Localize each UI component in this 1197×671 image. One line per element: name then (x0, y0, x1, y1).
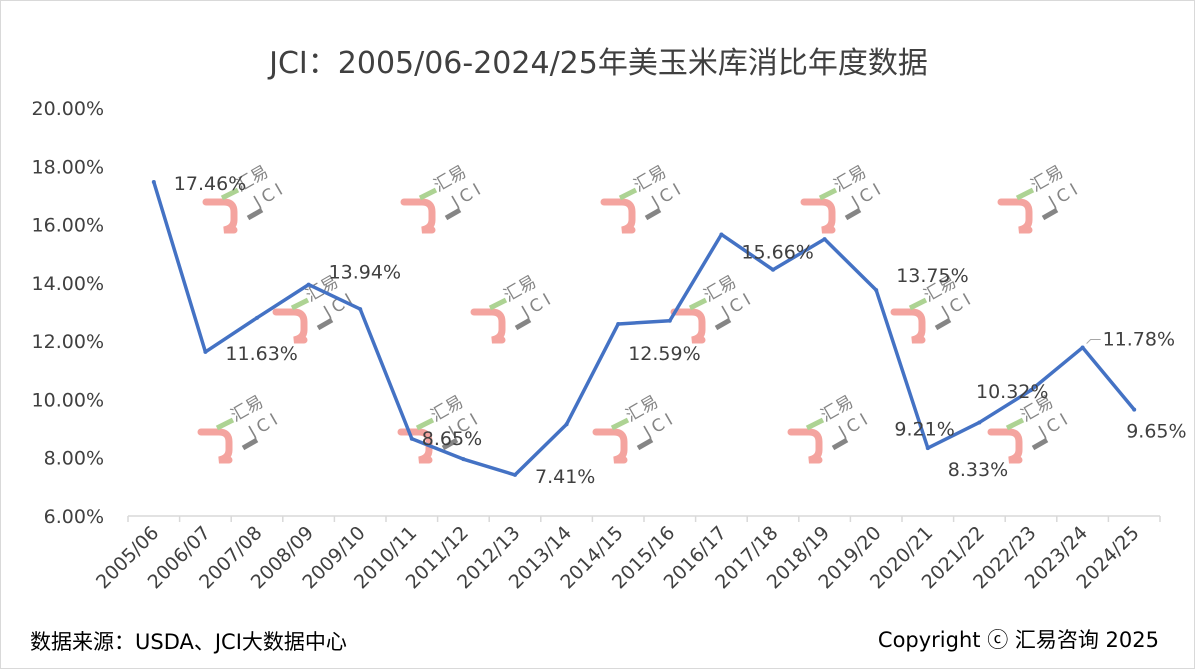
data-point (667, 318, 672, 323)
data-point (616, 321, 621, 326)
copyright-note: Copyright ⓒ 汇易咨询 2025 (877, 628, 1159, 652)
series-line (152, 181, 1136, 477)
watermark-stripe-icon (818, 187, 838, 201)
watermark-mark-icon (670, 308, 706, 344)
leader-line (1086, 339, 1101, 344)
watermark-mark-icon (272, 308, 308, 344)
watermark-stripe-icon (805, 417, 825, 431)
watermark-stripe-icon (246, 207, 264, 221)
y-tick-label: 10.00% (32, 389, 104, 411)
watermark-mark-icon (600, 198, 636, 234)
data-point (151, 180, 156, 185)
watermark-mark-icon (400, 198, 436, 234)
data-label: 11.63% (225, 343, 297, 365)
y-tick-label: 20.00% (32, 98, 104, 120)
watermark-mark-icon (787, 428, 823, 464)
watermark-mark-icon (987, 428, 1023, 464)
watermark-stripe-icon (488, 297, 508, 311)
data-point (1029, 388, 1033, 393)
y-tick-label: 6.00% (44, 506, 104, 528)
watermark-stripe-icon (418, 187, 438, 201)
watermark-stripe-icon (934, 317, 952, 331)
data-label: 9.21% (894, 418, 954, 440)
y-tick-label: 12.00% (32, 331, 104, 353)
data-point (513, 472, 517, 477)
watermark-stripe-icon (714, 317, 732, 331)
watermark-stripe-icon (316, 317, 334, 331)
watermark-stripe-icon (908, 297, 928, 311)
watermark-stripe-icon (441, 437, 459, 451)
watermark-mark-icon (197, 428, 233, 464)
watermark-stripe-icon (688, 297, 708, 311)
watermark-stripe-icon (444, 207, 462, 221)
data-point (409, 436, 414, 441)
data-point (255, 315, 259, 320)
data-label: 10.32% (976, 381, 1048, 403)
watermark-stripe-icon (644, 207, 662, 221)
data-label: 11.78% (1103, 329, 1175, 351)
data-label: 7.41% (535, 466, 595, 488)
watermark-stripe-icon (220, 187, 240, 201)
watermark-mark-icon (592, 428, 628, 464)
watermark-stripe-icon (241, 437, 259, 451)
y-tick-label: 8.00% (44, 448, 104, 470)
data-point (874, 288, 879, 293)
source-note: 数据来源：USDA、JCI大数据中心 (30, 630, 347, 654)
watermark-mark-icon (202, 198, 238, 234)
data-point (977, 420, 982, 425)
data-point (719, 232, 724, 237)
data-label: 8.33% (948, 459, 1008, 481)
data-label: 12.59% (628, 343, 700, 365)
watermark-stripe-icon (290, 297, 310, 311)
watermark-stripe-icon (1031, 437, 1049, 451)
data-point (203, 349, 208, 354)
watermark-stripe-icon (618, 187, 638, 201)
data-point (822, 237, 827, 242)
watermark-mark-icon (997, 198, 1033, 234)
watermark-stripe-icon (636, 437, 654, 451)
data-label: 17.46% (174, 173, 246, 195)
data-point (771, 267, 775, 272)
data-label: 13.94% (329, 262, 401, 284)
data-label: 13.75% (896, 265, 968, 287)
data-point (1132, 407, 1137, 412)
watermark-stripe-icon (1005, 417, 1025, 431)
data-point (358, 307, 363, 312)
data-point (461, 457, 466, 462)
watermark-stripe-icon (215, 417, 235, 431)
chart-title: JCI：2005/06-2024/25年美玉米库消比年度数据 (269, 46, 928, 81)
watermark-stripe-icon (415, 417, 435, 431)
data-label: 8.65% (422, 428, 482, 450)
watermark-stripe-icon (610, 417, 630, 431)
data-point (925, 446, 930, 451)
watermark-stripe-icon (1041, 207, 1059, 221)
data-label: 9.65% (1126, 421, 1186, 443)
data-point (306, 282, 311, 287)
watermark-mark-icon (470, 308, 506, 344)
watermark-stripe-icon (514, 317, 532, 331)
y-tick-label: 18.00% (32, 156, 104, 178)
watermark-stripe-icon (1015, 187, 1035, 201)
data-label: 15.66% (741, 241, 813, 263)
watermark-mark-icon (800, 198, 836, 234)
watermark-stripe-icon (844, 207, 862, 221)
y-tick-label: 14.00% (32, 273, 104, 295)
data-point (564, 422, 569, 427)
watermark-stripe-icon (831, 437, 849, 451)
y-tick-label: 16.00% (32, 215, 104, 237)
watermark-mark-icon (890, 308, 926, 344)
data-point (1080, 345, 1085, 350)
